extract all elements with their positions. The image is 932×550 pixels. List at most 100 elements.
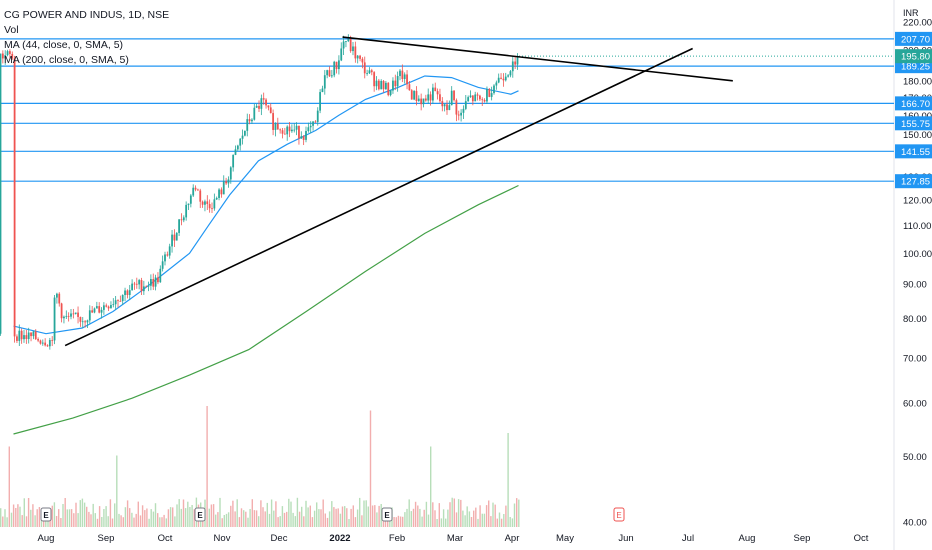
volume-bar: [464, 515, 466, 527]
volume-bar: [262, 507, 264, 527]
volume-bar: [507, 433, 509, 527]
candle-body: [48, 340, 51, 347]
currency-label: INR: [903, 8, 919, 18]
candle-body: [267, 105, 270, 108]
candle-body: [312, 121, 314, 126]
volume-bar: [445, 518, 447, 527]
level-price-label-bg: [895, 96, 932, 111]
volume-bar: [182, 499, 185, 527]
candle-body: [189, 195, 192, 204]
volume-bar: [380, 504, 382, 527]
volume-bar: [163, 514, 165, 527]
level-price-label-bg: [895, 116, 932, 131]
volume-bar: [281, 506, 284, 527]
volume-bar: [397, 515, 400, 527]
volume-bar: [335, 508, 337, 527]
candle-body: [443, 104, 446, 107]
svg-text:E: E: [43, 511, 49, 520]
time-tick-label: Aug: [739, 533, 756, 544]
volume-bar: [184, 508, 187, 527]
time-axis-band: [0, 527, 932, 550]
candle-body: [236, 145, 239, 150]
candle-body: [93, 308, 96, 313]
volume-bar: [503, 514, 505, 527]
candle-body: [279, 129, 282, 131]
candle-body: [274, 123, 277, 130]
time-tick-label: Aug: [38, 533, 55, 544]
candle-body: [70, 313, 72, 317]
candle-body: [142, 286, 145, 292]
candle-body: [204, 201, 206, 205]
volume-bar: [414, 501, 417, 527]
candle-body: [276, 123, 279, 130]
candle-body: [60, 303, 63, 319]
svg-text:E: E: [384, 511, 390, 520]
volume-bar: [122, 517, 124, 527]
volume-bar: [165, 518, 167, 527]
volume-bar: [266, 502, 268, 527]
candle-body: [495, 82, 498, 86]
volume-bar: [324, 513, 326, 527]
candle-body: [509, 71, 512, 76]
volume-bar: [167, 509, 170, 527]
volume-bar: [384, 516, 387, 527]
time-tick-label: May: [556, 533, 574, 544]
earnings-marker-icon: E: [194, 507, 206, 522]
volume-bar: [255, 510, 258, 527]
price-tick-label: 60.00: [903, 399, 927, 410]
volume-bar: [135, 513, 137, 527]
volume-bar: [301, 506, 303, 527]
candle-body: [483, 100, 486, 102]
time-tick-label: Sep: [794, 533, 811, 544]
candle-body: [420, 98, 423, 105]
candle-body: [0, 53, 2, 334]
candle-body: [474, 94, 477, 102]
candle-body: [464, 101, 467, 109]
candle-body: [502, 78, 505, 81]
candle-body: [211, 208, 213, 210]
volume-bar: [111, 518, 114, 527]
volume-bar: [481, 513, 483, 527]
volume-bar: [208, 508, 210, 527]
candle-body: [232, 154, 235, 168]
candle-body: [84, 321, 86, 323]
trendline-ascending-support: [64, 47, 693, 347]
candle-body: [286, 126, 289, 135]
legend-ma44[interactable]: MA (44, close, 0, SMA, 5): [4, 39, 124, 51]
candle-body: [283, 133, 286, 135]
volume-bar: [131, 512, 133, 527]
candle-body: [375, 80, 378, 87]
price-tick-label: 80.00: [903, 314, 927, 325]
time-tick-label: Jul: [682, 533, 694, 544]
volume-bar: [114, 503, 116, 527]
candle-body: [316, 110, 319, 122]
volume-bar: [88, 511, 90, 527]
volume-bar: [402, 516, 404, 527]
price-tick-label: 120.00: [903, 195, 932, 206]
candle-body: [382, 80, 385, 90]
candle-body: [251, 119, 253, 122]
volume-bar: [129, 508, 131, 527]
legend-volume[interactable]: Vol: [4, 24, 19, 36]
volume-bar: [219, 497, 221, 527]
candle-body: [150, 279, 152, 286]
volume-bar: [161, 517, 163, 527]
candle-body: [457, 114, 460, 116]
legend-symbol[interactable]: CG POWER AND INDUS, 1D, NSE: [4, 9, 170, 21]
volume-bars: [0, 406, 520, 527]
volume-bar: [247, 517, 249, 527]
legend-ma200[interactable]: MA (200, close, 0, SMA, 5): [4, 54, 129, 66]
candle-body: [471, 95, 474, 102]
candle-body: [114, 300, 117, 305]
candle-body: [107, 306, 110, 309]
volume-bar: [144, 510, 146, 527]
candle-body: [469, 95, 472, 98]
volume-bar: [103, 509, 105, 527]
volume-bar: [387, 517, 389, 527]
level-price-label: 141.55: [901, 147, 930, 158]
volume-bar: [120, 515, 122, 527]
candle-body: [319, 92, 321, 111]
volume-bar: [240, 508, 243, 527]
